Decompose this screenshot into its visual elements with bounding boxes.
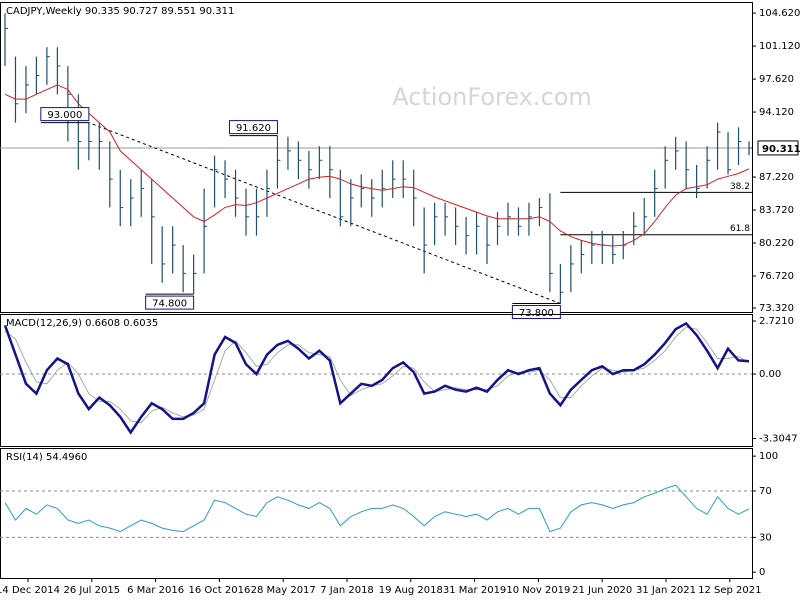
indicator-line (3, 321, 750, 435)
y-tick-label: 0 (759, 567, 765, 578)
panel-title: CADJPY,Weekly 90.335 90.727 89.551 90.31… (6, 6, 234, 17)
x-tick-label: 19 Aug 2018 (379, 585, 443, 596)
y-tick-label: 104.620 (759, 8, 800, 19)
y-tick-label: 94.120 (759, 107, 794, 118)
fib-label: 61.8 (730, 224, 750, 234)
price-box (757, 140, 799, 156)
watermark: ActionForex.com (392, 83, 592, 111)
annotation-box (40, 107, 90, 122)
annotation-label: 74.800 (152, 299, 187, 310)
annotation-box (511, 305, 561, 320)
y-tick-label: 83.720 (759, 205, 794, 216)
indicator-line (4, 484, 750, 533)
annotation-label: 91.620 (236, 123, 271, 134)
x-tick-label: 16 Oct 2016 (188, 585, 250, 596)
panel-frame (0, 314, 753, 447)
x-tick-label: 12 Sep 2021 (698, 585, 761, 596)
y-tick-label: 0.00 (759, 369, 781, 380)
indicator-line (4, 326, 750, 424)
panel-frame (0, 448, 753, 579)
fib-label: 38.2 (730, 182, 750, 192)
annotation-box (228, 120, 278, 135)
x-tick-label: 14 Dec 2014 (0, 585, 60, 596)
y-tick-label: 97.620 (759, 74, 794, 85)
annotation-label: 73.800 (519, 308, 554, 319)
x-tick-label: 31 Mar 2019 (443, 585, 506, 596)
y-tick-label: -3.3047 (759, 433, 798, 444)
annotation-label: 93.000 (47, 110, 82, 121)
y-tick-label: 30 (759, 532, 772, 543)
y-tick-label: 101.120 (759, 41, 800, 52)
y-tick-label: 2.7210 (759, 316, 794, 327)
x-tick-label: 6 Mar 2016 (127, 585, 184, 596)
panel-title: MACD(12,26,9) 0.6608 0.6035 (6, 318, 158, 329)
y-tick-label: 70 (759, 486, 772, 497)
y-tick-label: 87.220 (759, 172, 794, 183)
x-tick-label: 28 May 2017 (251, 585, 316, 596)
moving-average (4, 84, 750, 247)
fib-trend-line (88, 122, 561, 304)
x-tick-label: 26 Jul 2015 (63, 585, 120, 596)
y-tick-label: 73.320 (759, 303, 794, 314)
y-tick-label: 80.220 (759, 238, 794, 249)
annotation-box (145, 295, 195, 310)
x-tick-label: 10 Nov 2019 (506, 585, 570, 596)
y-tick-label: 76.720 (759, 271, 794, 282)
x-tick-label: 31 Jan 2021 (636, 585, 696, 596)
price-label: 90.311 (762, 144, 800, 155)
panel-frame (0, 2, 753, 313)
panel-title: RSI(14) 54.4960 (6, 452, 87, 463)
y-tick-label: 100 (759, 451, 778, 462)
x-tick-label: 21 Jun 2020 (572, 585, 632, 596)
x-tick-label: 7 Jan 2018 (320, 585, 374, 596)
